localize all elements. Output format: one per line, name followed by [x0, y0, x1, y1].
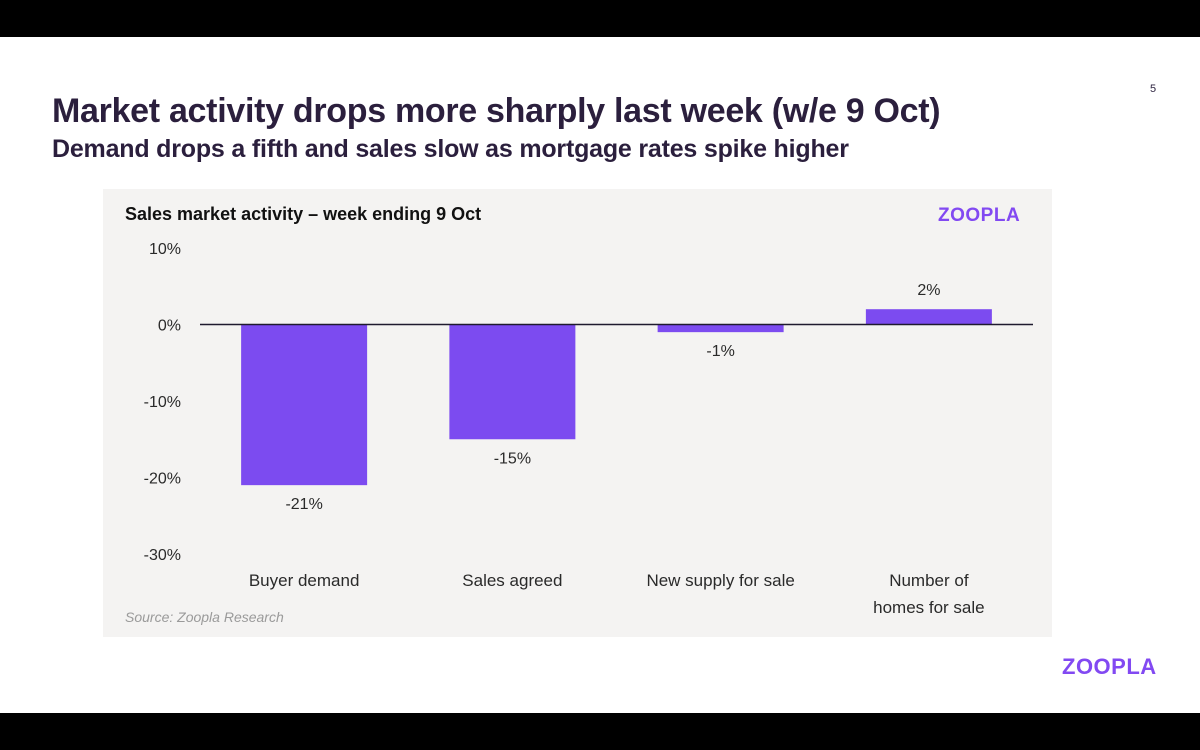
chart-panel: Sales market activity – week ending 9 Oc…	[103, 189, 1052, 637]
bar	[241, 324, 368, 486]
y-tick-label: -20%	[144, 471, 181, 488]
page-title: Market activity drops more sharply last …	[52, 92, 941, 130]
bar	[865, 309, 992, 325]
bar	[449, 324, 576, 440]
x-tick-label: New supply for sale	[646, 571, 794, 590]
x-tick-label: Sales agreed	[462, 571, 562, 590]
letterbox-top	[0, 0, 1200, 37]
source-note: Source: Zoopla Research	[125, 609, 284, 625]
slide: 5 Market activity drops more sharply las…	[0, 37, 1200, 713]
chart-title: Sales market activity – week ending 9 Oc…	[125, 204, 482, 224]
x-tick-label: Buyer demand	[249, 571, 360, 590]
page-number: 5	[1150, 83, 1157, 95]
y-tick-label: -30%	[144, 547, 181, 564]
bar	[657, 324, 784, 333]
data-label: -1%	[706, 343, 734, 360]
data-label: 2%	[917, 282, 940, 299]
data-label: -15%	[494, 450, 531, 467]
x-tick-label: Number of	[889, 571, 969, 590]
footer-zoopla-logo: ZOOPLA	[1062, 654, 1157, 679]
bar-chart: 10% 0% -10% -20% -30% -21% Buyer demand -15% Sal…	[144, 241, 1033, 617]
page-subtitle: Demand drops a fifth and sales slow as m…	[52, 135, 849, 163]
zoopla-logo: ZOOPLA	[938, 205, 1021, 226]
y-tick-label: 0%	[158, 318, 181, 335]
y-tick-label: 10%	[149, 241, 181, 258]
data-label: -21%	[285, 496, 322, 513]
letterbox-bottom	[0, 713, 1200, 750]
x-tick-label: homes for sale	[873, 598, 985, 617]
y-tick-label: -10%	[144, 394, 181, 411]
